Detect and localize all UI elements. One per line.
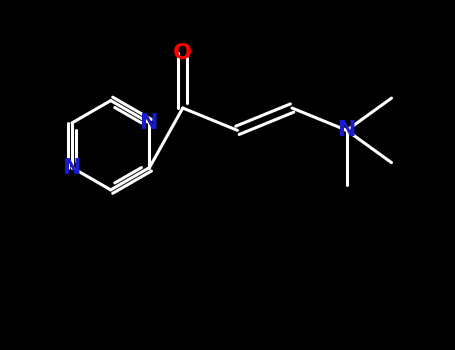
- Text: N: N: [63, 158, 81, 177]
- Text: N: N: [140, 113, 159, 133]
- Text: N: N: [338, 120, 356, 140]
- Text: O: O: [173, 43, 192, 63]
